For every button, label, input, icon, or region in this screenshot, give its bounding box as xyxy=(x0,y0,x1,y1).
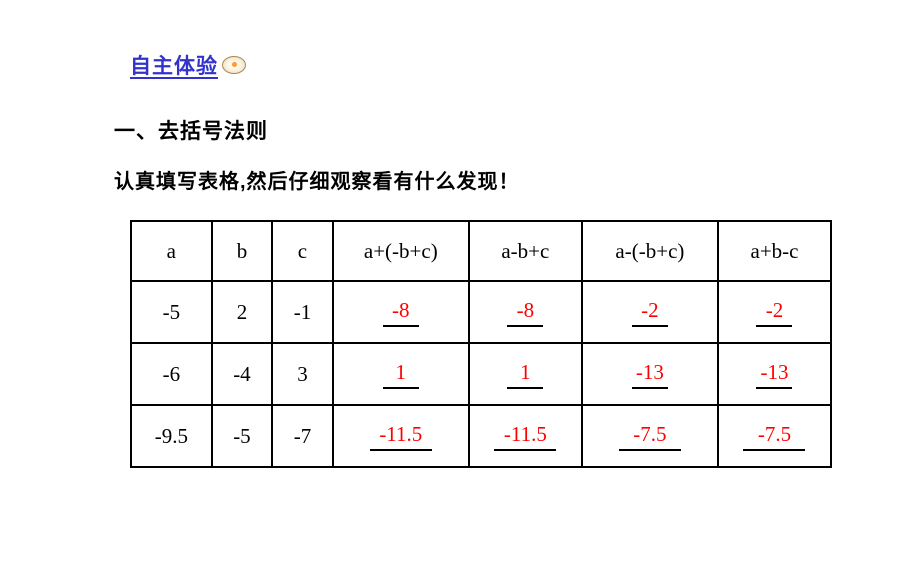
cell-a: -9.5 xyxy=(131,405,212,467)
fill-underline xyxy=(632,325,668,327)
cell-e3: -7.5 xyxy=(582,405,718,467)
instruction-text: 认真填写表格,然后仔细观察看有什么发现！ xyxy=(114,165,520,194)
header-e2: a-b+c xyxy=(469,221,582,281)
fill-value: -7.5 xyxy=(633,422,666,447)
cell-c: -7 xyxy=(272,405,333,467)
fill-value: -2 xyxy=(766,298,784,323)
fill-value: 1 xyxy=(396,360,407,385)
section-title: 一、去括号法则 xyxy=(114,115,268,145)
cell-e2: -11.5 xyxy=(469,405,582,467)
header-e3: a-(-b+c) xyxy=(582,221,718,281)
math-table: a b c a+(-b+c) a-b+c a-(-b+c) a+b-c -5 2… xyxy=(130,220,832,468)
cell-a: -6 xyxy=(131,343,212,405)
fill-underline xyxy=(507,325,543,327)
fill-underline xyxy=(494,449,556,451)
fill-value: -13 xyxy=(760,360,788,385)
cell-e3: -2 xyxy=(582,281,718,343)
fill-underline xyxy=(756,387,792,389)
cell-e2: -8 xyxy=(469,281,582,343)
table-row: -6 -4 3 1 1 -13 -13 xyxy=(131,343,831,405)
cell-e4: -7.5 xyxy=(718,405,831,467)
header-e4: a+b-c xyxy=(718,221,831,281)
fill-underline xyxy=(383,387,419,389)
fill-value: -11.5 xyxy=(504,422,547,447)
cell-e1: -11.5 xyxy=(333,405,469,467)
fill-value: 1 xyxy=(520,360,531,385)
fill-value: -8 xyxy=(517,298,535,323)
fill-underline xyxy=(743,449,805,451)
fill-underline xyxy=(507,387,543,389)
header-e1: a+(-b+c) xyxy=(333,221,469,281)
table-row: -5 2 -1 -8 -8 -2 -2 xyxy=(131,281,831,343)
fill-underline xyxy=(370,449,432,451)
cell-e3: -13 xyxy=(582,343,718,405)
header-c: c xyxy=(272,221,333,281)
cell-b: -4 xyxy=(212,343,273,405)
cell-c: 3 xyxy=(272,343,333,405)
fill-underline xyxy=(756,325,792,327)
table-header-row: a b c a+(-b+c) a-b+c a-(-b+c) a+b-c xyxy=(131,221,831,281)
fill-underline xyxy=(619,449,681,451)
fill-underline xyxy=(383,325,419,327)
cell-e4: -13 xyxy=(718,343,831,405)
fill-value: -7.5 xyxy=(758,422,791,447)
cell-e4: -2 xyxy=(718,281,831,343)
fill-value: -13 xyxy=(636,360,664,385)
fill-value: -11.5 xyxy=(379,422,422,447)
cell-e1: -8 xyxy=(333,281,469,343)
header-link-text: 自主体验 xyxy=(130,50,218,80)
cell-b: 2 xyxy=(212,281,273,343)
cell-c: -1 xyxy=(272,281,333,343)
header-b: b xyxy=(212,221,273,281)
cell-a: -5 xyxy=(131,281,212,343)
table-row: -9.5 -5 -7 -11.5 -11.5 -7.5 -7.5 xyxy=(131,405,831,467)
header-a: a xyxy=(131,221,212,281)
header-link[interactable]: 自主体验 xyxy=(130,50,246,80)
fill-value: -2 xyxy=(641,298,659,323)
cell-e1: 1 xyxy=(333,343,469,405)
cell-e2: 1 xyxy=(469,343,582,405)
fill-underline xyxy=(632,387,668,389)
yolk-icon xyxy=(222,56,246,74)
fill-value: -8 xyxy=(392,298,410,323)
cell-b: -5 xyxy=(212,405,273,467)
